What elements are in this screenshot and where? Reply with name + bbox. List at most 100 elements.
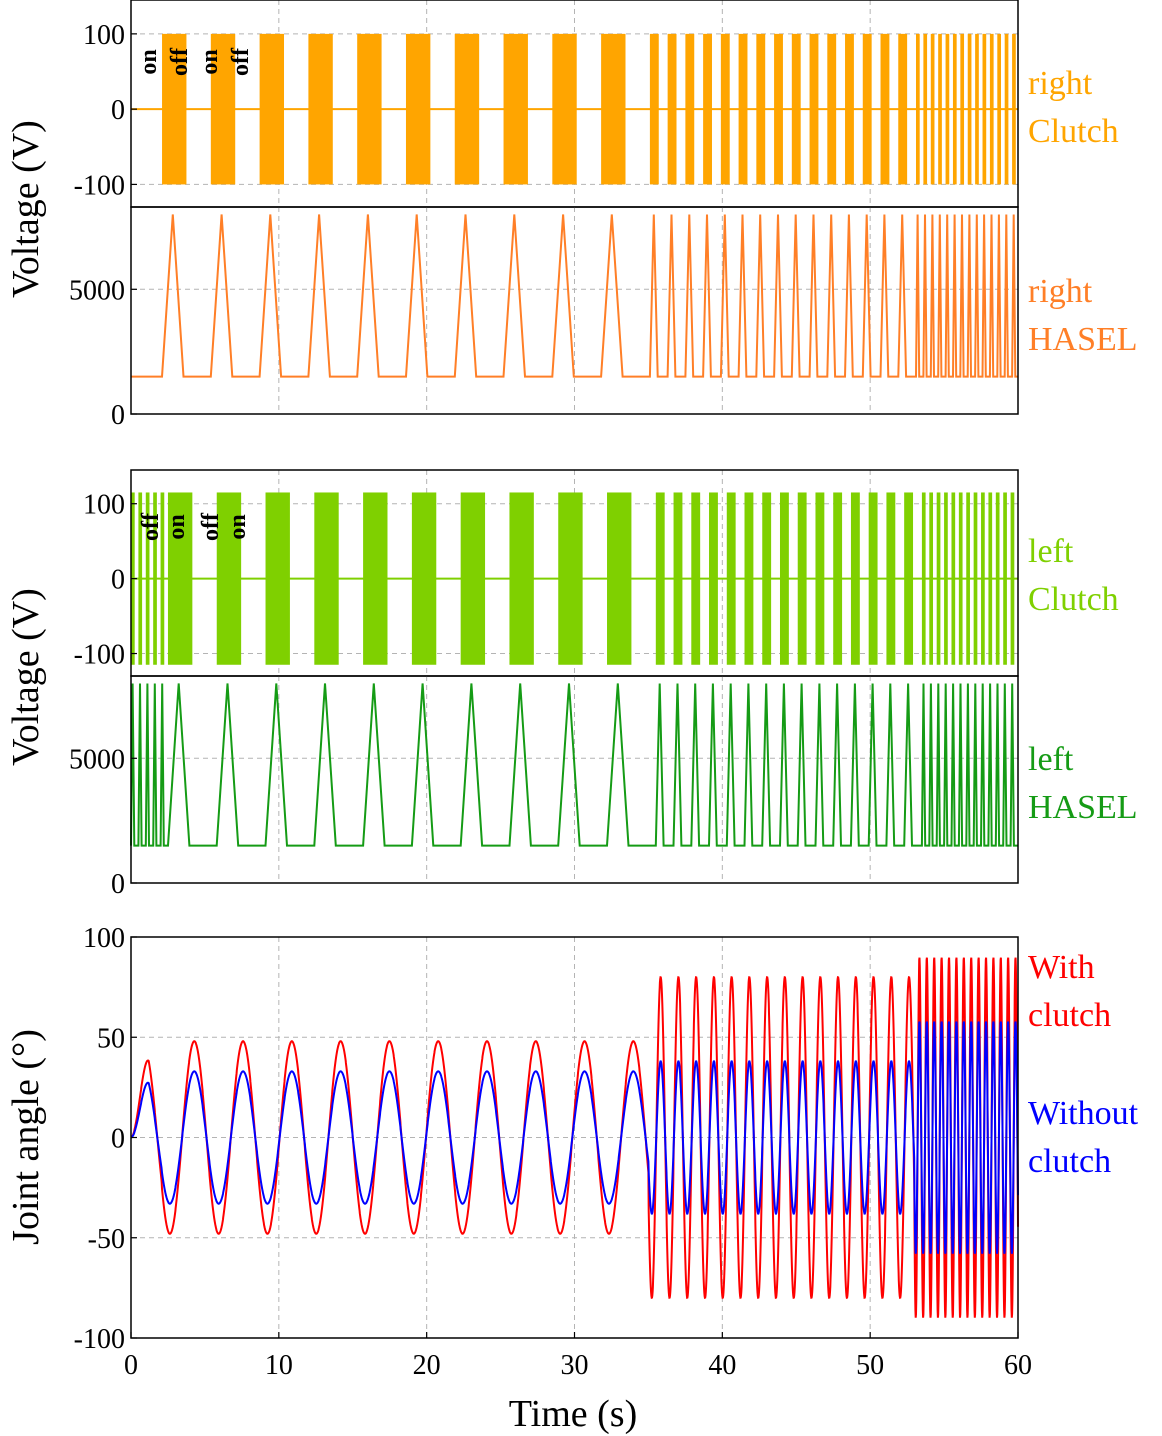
clutch-burst	[915, 33, 920, 185]
clutch-burst	[762, 492, 772, 665]
legend-without-clutch-line1: Without	[1028, 1095, 1139, 1132]
clutch-burst	[167, 492, 193, 665]
clutch-burst	[944, 492, 948, 665]
series-label-line1: right	[1028, 65, 1093, 102]
series-line	[130, 683, 1018, 847]
clutch-burst	[880, 33, 890, 185]
panel-left-hasel: 0 5000 left HASEL	[69, 675, 1138, 900]
clutch-burst	[738, 33, 748, 185]
y-axis-title-left-voltage: Voltage (V)	[5, 588, 47, 766]
clutch-burst	[1004, 33, 1009, 185]
y-axis-title-joint-angle: Joint angle (°)	[5, 1029, 47, 1245]
y-tick-label: 100	[83, 20, 125, 51]
y-tick-label: 5000	[69, 744, 125, 775]
clutch-burst	[744, 492, 754, 665]
clutch-burst	[960, 33, 965, 185]
clutch-burst	[923, 33, 928, 185]
clutch-burst	[791, 33, 801, 185]
clutch-burst	[509, 492, 534, 665]
clutch-burst	[958, 492, 963, 665]
y-tick-label: 0	[111, 869, 125, 900]
series-label-line1: right	[1028, 273, 1093, 310]
clutch-burst	[558, 492, 583, 665]
clutch-burst	[850, 492, 860, 665]
y-tick-label: -100	[74, 1324, 125, 1355]
y-tick-label: 100	[83, 923, 125, 954]
plot-frame	[130, 675, 1019, 884]
clutch-burst	[210, 33, 236, 185]
clutch-burst	[981, 492, 985, 665]
clutch-burst	[995, 492, 1000, 665]
y-tick-label: -100	[74, 640, 125, 671]
state-annotations: on off on off	[136, 47, 254, 76]
clutch-burst	[921, 492, 926, 665]
panel-left-clutch: -100 0 100 left Clutch off on off on	[74, 469, 1119, 677]
y-axis-title-right-voltage: Voltage (V)	[5, 120, 47, 298]
clutch-burst	[259, 33, 285, 185]
series-line	[130, 1021, 1019, 1254]
series-label-line2: HASEL	[1028, 321, 1138, 358]
state-label: off	[167, 47, 193, 76]
clutch-burst	[607, 492, 632, 665]
clutch-burst	[138, 492, 143, 665]
y-tick-label: 5000	[69, 275, 125, 306]
y-tick-label: 100	[83, 490, 125, 521]
y-tick-label: -50	[88, 1224, 125, 1255]
state-label: on	[164, 514, 190, 539]
y-tick-label: -100	[74, 170, 125, 201]
clutch-burst	[797, 492, 807, 665]
clutch-burst	[667, 33, 677, 185]
state-label: off	[198, 512, 224, 541]
clutch-burst	[145, 492, 150, 665]
clutch-burst	[405, 33, 431, 185]
panel-right-hasel: 0 5000 right HASEL	[69, 206, 1138, 431]
x-tick-label: 60	[1004, 1350, 1032, 1381]
clutch-burst	[973, 492, 978, 665]
x-tick-label: 10	[265, 1350, 293, 1381]
clutch-burst	[703, 33, 712, 185]
series-label-line1: left	[1028, 533, 1074, 570]
y-tick-label: 0	[111, 565, 125, 596]
clutch-burst	[601, 33, 626, 185]
clutch-burst	[938, 33, 942, 185]
clutch-burst	[989, 33, 994, 185]
clutch-burst	[967, 33, 972, 185]
clutch-burst	[779, 492, 789, 665]
clutch-burst	[930, 33, 935, 185]
clutch-burst	[153, 492, 157, 665]
clutch-burst	[815, 492, 825, 665]
state-annotations: off on off on	[138, 512, 251, 541]
y-tick-label: 0	[111, 95, 125, 126]
clutch-burst	[898, 33, 908, 185]
clutch-burst	[216, 492, 242, 665]
state-label: on	[136, 49, 162, 74]
state-label: on	[197, 49, 223, 74]
series-label-line2: Clutch	[1028, 113, 1119, 150]
clutch-burst	[952, 33, 957, 185]
x-tick-label: 50	[856, 1350, 884, 1381]
clutch-burst	[691, 492, 701, 665]
clutch-burst	[363, 492, 388, 665]
legend-without-clutch-line2: clutch	[1028, 1143, 1111, 1180]
clutch-burst	[997, 33, 1001, 185]
clutch-burst	[265, 492, 290, 665]
clutch-burst	[868, 492, 878, 665]
clutch-burst	[862, 33, 872, 185]
series-line	[131, 214, 1018, 378]
state-label: off	[138, 512, 164, 541]
clutch-burst	[982, 33, 987, 185]
clutch-burst	[162, 33, 187, 185]
clutch-burst	[411, 492, 437, 665]
clutch-burst	[936, 492, 941, 665]
x-tick-label: 0	[124, 1350, 138, 1381]
clutch-burst	[552, 33, 577, 185]
clutch-burst	[503, 33, 528, 185]
x-tick-label: 30	[561, 1350, 589, 1381]
clutch-burst	[966, 492, 970, 665]
clutch-burst	[454, 33, 480, 185]
x-axis-title: Time (s)	[509, 1393, 637, 1435]
clutch-burst	[951, 492, 956, 665]
clutch-burst	[726, 492, 736, 665]
state-label: off	[228, 47, 254, 76]
